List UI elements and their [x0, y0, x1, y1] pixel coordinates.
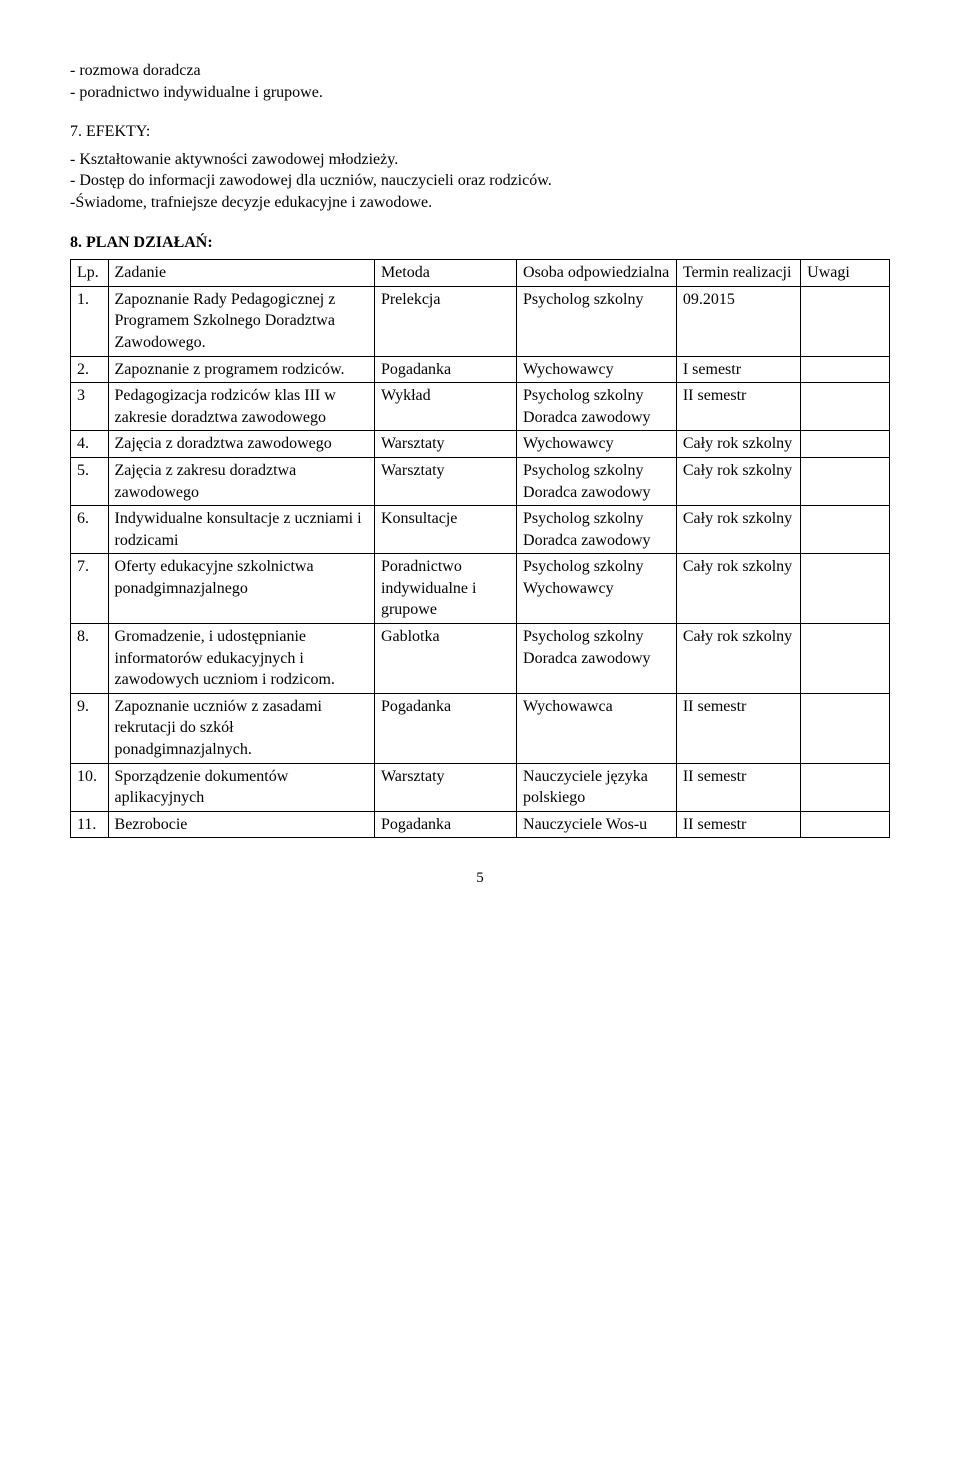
table-cell: [801, 286, 890, 356]
table-cell: [801, 693, 890, 763]
table-cell: Poradnictwo indywidualne i grupowe: [374, 554, 516, 624]
th-uw: Uwagi: [801, 260, 890, 287]
table-cell: Zajęcia z doradztwa zawodowego: [108, 431, 374, 458]
intro-line-1: - poradnictwo indywidualne i grupowe.: [70, 82, 890, 104]
table-row: 6.Indywidualne konsultacje z uczniami i …: [71, 506, 890, 554]
table-row: 4.Zajęcia z doradztwa zawodowegoWarsztat…: [71, 431, 890, 458]
table-cell: Cały rok szkolny: [676, 457, 800, 505]
table-cell: Gromadzenie, i udostępnianie informatoró…: [108, 624, 374, 694]
table-cell: Sporządzenie dokumentów aplikacyjnych: [108, 763, 374, 811]
table-row: 9.Zapoznanie uczniów z zasadami rekrutac…: [71, 693, 890, 763]
table-cell: Zapoznanie z programem rodziców.: [108, 356, 374, 383]
section7-line-1: - Dostęp do informacji zawodowej dla ucz…: [70, 170, 890, 192]
section7-line-2: -Świadome, trafniejsze decyzje edukacyjn…: [70, 192, 890, 214]
table-row: 10.Sporządzenie dokumentów aplikacyjnych…: [71, 763, 890, 811]
th-met: Metoda: [374, 260, 516, 287]
section7-line-0: - Kształtowanie aktywności zawodowej mło…: [70, 149, 890, 171]
table-cell: 7.: [71, 554, 109, 624]
th-zad: Zadanie: [108, 260, 374, 287]
table-cell: Psycholog szkolny Doradca zawodowy: [517, 383, 677, 431]
section7-block: - Kształtowanie aktywności zawodowej mło…: [70, 149, 890, 214]
table-row: 8.Gromadzenie, i udostępnianie informato…: [71, 624, 890, 694]
table-cell: Zapoznanie Rady Pedagogicznej z Programe…: [108, 286, 374, 356]
intro-block: - rozmowa doradcza - poradnictwo indywid…: [70, 60, 890, 103]
table-cell: Zapoznanie uczniów z zasadami rekrutacji…: [108, 693, 374, 763]
table-cell: Wychowawcy: [517, 356, 677, 383]
table-cell: Konsultacje: [374, 506, 516, 554]
page-number: 5: [70, 868, 890, 888]
table-cell: 5.: [71, 457, 109, 505]
section8-head: 8. PLAN DZIAŁAŃ:: [70, 232, 890, 254]
table-cell: Wychowawca: [517, 693, 677, 763]
table-cell: Pogadanka: [374, 693, 516, 763]
table-cell: [801, 383, 890, 431]
table-cell: Wychowawcy: [517, 431, 677, 458]
table-row: 11.BezrobociePogadankaNauczyciele Wos-uI…: [71, 811, 890, 838]
table-cell: II semestr: [676, 693, 800, 763]
table-body: 1.Zapoznanie Rady Pedagogicznej z Progra…: [71, 286, 890, 838]
table-cell: [801, 506, 890, 554]
table-cell: [801, 554, 890, 624]
th-lp: Lp.: [71, 260, 109, 287]
table-cell: Nauczyciele języka polskiego: [517, 763, 677, 811]
table-cell: Psycholog szkolny Wychowawcy: [517, 554, 677, 624]
table-cell: 11.: [71, 811, 109, 838]
table-cell: 2.: [71, 356, 109, 383]
table-cell: Cały rok szkolny: [676, 624, 800, 694]
table-row: 3Pedagogizacja rodziców klas III w zakre…: [71, 383, 890, 431]
table-cell: Warsztaty: [374, 457, 516, 505]
table-row: 7.Oferty edukacyjne szkolnictwa ponadgim…: [71, 554, 890, 624]
table-cell: Oferty edukacyjne szkolnictwa ponadgimna…: [108, 554, 374, 624]
table-cell: Wykład: [374, 383, 516, 431]
table-cell: [801, 457, 890, 505]
table-row: 2.Zapoznanie z programem rodziców.Pogada…: [71, 356, 890, 383]
table-cell: [801, 624, 890, 694]
table-cell: 09.2015: [676, 286, 800, 356]
plan-table: Lp. Zadanie Metoda Osoba odpowiedzialna …: [70, 259, 890, 838]
table-cell: Gablotka: [374, 624, 516, 694]
table-cell: [801, 763, 890, 811]
table-cell: Psycholog szkolny Doradca zawodowy: [517, 457, 677, 505]
table-cell: 10.: [71, 763, 109, 811]
table-cell: II semestr: [676, 383, 800, 431]
table-cell: II semestr: [676, 763, 800, 811]
table-cell: Pedagogizacja rodziców klas III w zakres…: [108, 383, 374, 431]
table-cell: Cały rok szkolny: [676, 554, 800, 624]
th-ter: Termin realizacji: [676, 260, 800, 287]
table-cell: 1.: [71, 286, 109, 356]
table-cell: Warsztaty: [374, 431, 516, 458]
table-cell: Prelekcja: [374, 286, 516, 356]
section7-head: 7. EFEKTY:: [70, 121, 890, 143]
table-cell: Cały rok szkolny: [676, 431, 800, 458]
table-header-row: Lp. Zadanie Metoda Osoba odpowiedzialna …: [71, 260, 890, 287]
table-cell: Pogadanka: [374, 811, 516, 838]
table-cell: Indywidualne konsultacje z uczniami i ro…: [108, 506, 374, 554]
table-cell: 8.: [71, 624, 109, 694]
th-os: Osoba odpowiedzialna: [517, 260, 677, 287]
table-cell: Zajęcia z zakresu doradztwa zawodowego: [108, 457, 374, 505]
table-cell: 6.: [71, 506, 109, 554]
table-cell: [801, 431, 890, 458]
table-cell: Psycholog szkolny Doradca zawodowy: [517, 506, 677, 554]
table-cell: 9.: [71, 693, 109, 763]
table-cell: 3: [71, 383, 109, 431]
table-cell: Cały rok szkolny: [676, 506, 800, 554]
table-cell: Warsztaty: [374, 763, 516, 811]
table-cell: 4.: [71, 431, 109, 458]
table-cell: [801, 811, 890, 838]
table-row: 1.Zapoznanie Rady Pedagogicznej z Progra…: [71, 286, 890, 356]
table-cell: Nauczyciele Wos-u: [517, 811, 677, 838]
table-cell: II semestr: [676, 811, 800, 838]
table-row: 5.Zajęcia z zakresu doradztwa zawodowego…: [71, 457, 890, 505]
table-cell: Bezrobocie: [108, 811, 374, 838]
table-cell: Psycholog szkolny: [517, 286, 677, 356]
table-cell: I semestr: [676, 356, 800, 383]
intro-line-0: - rozmowa doradcza: [70, 60, 890, 82]
table-cell: Pogadanka: [374, 356, 516, 383]
table-cell: Psycholog szkolny Doradca zawodowy: [517, 624, 677, 694]
table-cell: [801, 356, 890, 383]
